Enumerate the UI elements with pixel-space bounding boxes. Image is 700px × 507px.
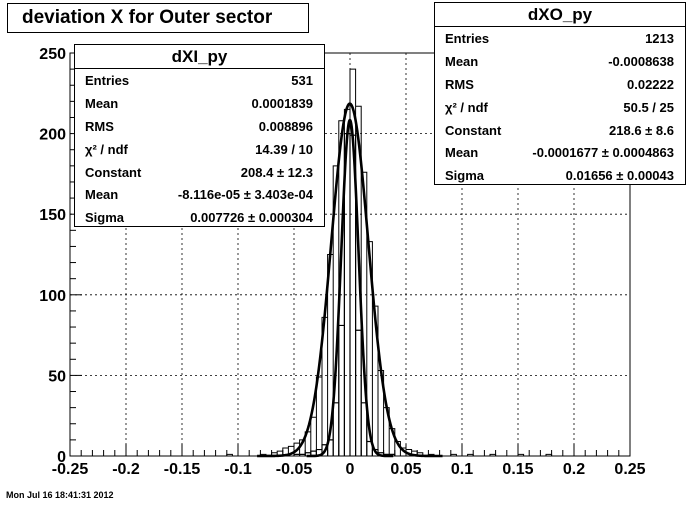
stats-label: Entries [85,73,130,88]
stats-box-dxo: dXO_py Entries 1213 Mean -0.0008638 RMS 0.0… [434,2,686,185]
stats-value: 208.4 ± 12.3 [240,164,313,180]
x-tick-label: 0.15 [502,461,533,478]
stats-value: 0.008896 [258,118,313,134]
x-tick-label: 0.2 [563,461,585,478]
stats-label: Entries [445,31,490,46]
stats-value: 0.02222 [627,76,674,92]
stats-row: RMS 0.02222 [435,73,685,96]
stats-label: χ² / ndf [85,141,128,157]
stats-label: Mean [85,187,119,203]
gaussian-fit-dXI_py [306,118,394,458]
stats-value: -0.0001677 ± 0.0004863 [532,145,674,161]
stats-row: Entries 531 [75,69,324,92]
stats-value: 1213 [645,31,674,46]
chart-title: deviation X for Outer sector [7,3,309,33]
stats-value: -0.0008638 [608,53,674,69]
timestamp: Mon Jul 16 18:41:31 2012 [6,490,114,500]
stats-value: 0.01656 ± 0.00043 [565,168,674,184]
stats-row: Sigma 0.01656 ± 0.00043 [435,164,685,187]
x-tick-label: -0.05 [276,461,313,478]
x-tick-label: 0.1 [451,461,473,478]
stats-row: Mean -8.116e-05 ± 3.403e-04 [75,183,324,206]
stats-label: RMS [445,76,474,92]
stats-row: Mean -0.0008638 [435,50,685,73]
stats-label: RMS [85,118,114,134]
x-tick-label: -0.1 [224,461,252,478]
stats-row: Entries 1213 [435,27,685,50]
stats-row: Sigma 0.007726 ± 0.000304 [75,206,324,229]
y-tick-label: 0 [57,449,66,466]
y-tick-label: 250 [39,46,66,63]
stats-row: χ² / ndf 14.39 / 10 [75,138,324,161]
stats-box-dxo-title: dXO_py [435,3,685,27]
gaussian-fit-dXO_py [257,102,443,458]
y-tick-label: 150 [39,207,66,224]
stats-label: Constant [445,122,502,138]
stats-value: 0.0001839 [251,95,313,111]
x-tick-label: 0 [346,461,355,478]
stats-box-dxi-title: dXI_py [75,45,324,69]
y-tick-label: 50 [48,368,66,385]
stats-value: 531 [291,73,313,88]
y-tick-label: 100 [39,288,66,305]
stats-row: Mean -0.0001677 ± 0.0004863 [435,141,685,164]
stats-row: Mean 0.0001839 [75,92,324,115]
stats-label: Sigma [445,168,485,184]
x-tick-label: -0.25 [52,461,89,478]
stats-label: Mean [445,53,479,69]
stats-value: 218.6 ± 8.6 [609,122,674,138]
stats-label: χ² / ndf [445,99,488,115]
stats-label: Mean [85,95,119,111]
stats-row: Constant 218.6 ± 8.6 [435,119,685,142]
stats-value: 50.5 / 25 [623,99,674,115]
stats-value: -8.116e-05 ± 3.403e-04 [177,187,313,203]
x-tick-label: -0.2 [112,461,140,478]
stats-label: Sigma [85,210,125,226]
x-tick-label: 0.05 [390,461,421,478]
stats-value: 14.39 / 10 [255,141,313,157]
stats-row: Constant 208.4 ± 12.3 [75,161,324,184]
x-tick-label: 0.25 [614,461,645,478]
stats-label: Mean [445,145,479,161]
stats-row: RMS 0.008896 [75,115,324,138]
stats-box-dxi: dXI_py Entries 531 Mean 0.0001839 RMS 0.008… [74,44,325,227]
stats-label: Constant [85,164,142,180]
stats-value: 0.007726 ± 0.000304 [190,210,313,226]
x-tick-label: -0.15 [164,461,201,478]
stats-row: χ² / ndf 50.5 / 25 [435,96,685,119]
y-tick-label: 200 [39,127,66,144]
